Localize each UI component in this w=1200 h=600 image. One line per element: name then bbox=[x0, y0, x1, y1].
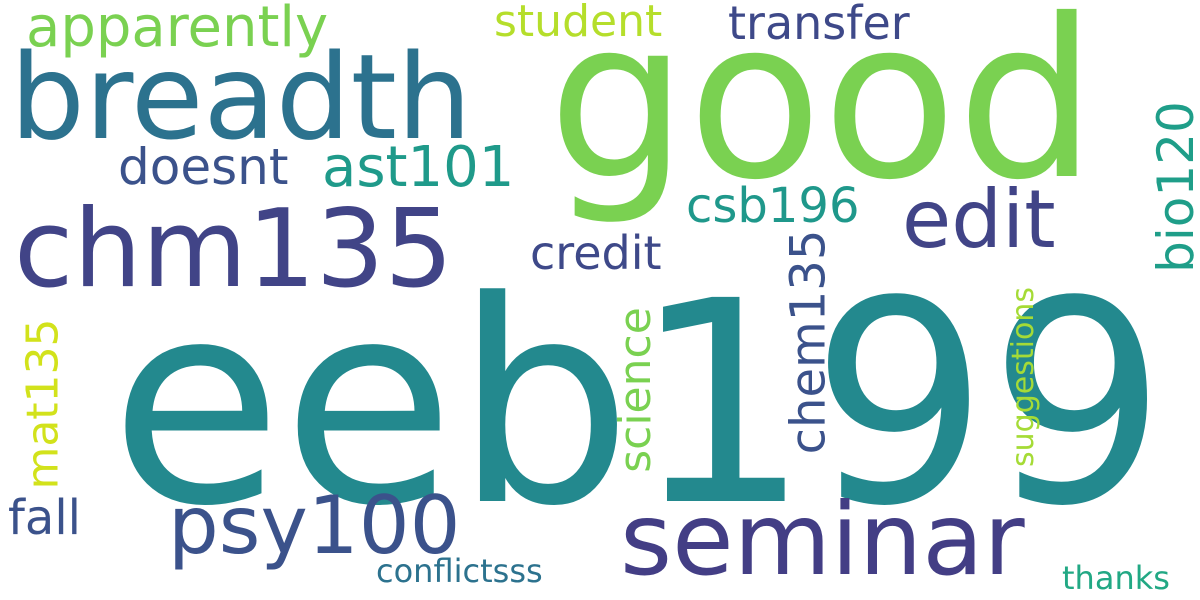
word-thanks: thanks bbox=[1062, 559, 1170, 597]
word-bio120: bio120 bbox=[1146, 101, 1200, 273]
word-suggestions: conflictsss bbox=[376, 552, 543, 590]
word-ast101: ast101 bbox=[322, 135, 515, 200]
word-fall: fall bbox=[8, 490, 81, 546]
word-transfer: transfer bbox=[728, 0, 910, 50]
word-credit: credit bbox=[530, 226, 662, 280]
word-csb196: csb196 bbox=[686, 178, 860, 234]
word-chem135: chem135 bbox=[780, 229, 837, 455]
word-breadth: breadth bbox=[10, 28, 472, 166]
word-psy100: psy100 bbox=[168, 479, 461, 572]
word-apparently: apparently bbox=[26, 0, 329, 60]
word-doesnt: doesnt bbox=[118, 138, 289, 196]
word-mat135: mat135 bbox=[17, 318, 69, 490]
word-good: good bbox=[548, 0, 1097, 228]
word-eeb199: eeb199 bbox=[110, 242, 1167, 568]
word-edit: edit bbox=[902, 173, 1056, 266]
word-conflictsss: suggestions bbox=[1005, 287, 1041, 467]
word-chm135: chm135 bbox=[14, 187, 454, 312]
word-student: student bbox=[494, 0, 663, 47]
word-seminar: seminar bbox=[620, 481, 1025, 598]
word-science: science bbox=[609, 307, 661, 473]
